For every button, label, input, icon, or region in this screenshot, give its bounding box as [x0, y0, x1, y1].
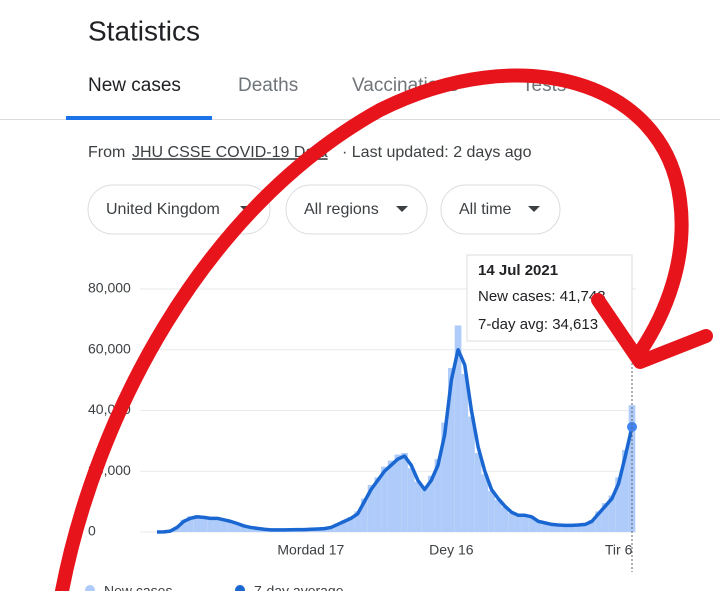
y-tick-label: 60,000: [88, 340, 131, 356]
last-updated: · Last updated: 2 days ago: [342, 144, 532, 161]
title: Statistics: [88, 15, 200, 46]
tooltip-date: 14 Jul 2021: [478, 262, 558, 279]
bar: [427, 475, 435, 532]
dropdown-icon: [528, 206, 540, 212]
bar: [514, 514, 522, 532]
y-tick-label: 0: [88, 523, 96, 539]
hover-point: [627, 421, 637, 432]
legend-swatch: [85, 585, 95, 591]
dropdown-icon: [396, 206, 408, 212]
bar: [227, 521, 234, 532]
legend: New cases 7-day average: [85, 583, 344, 591]
bar: [468, 416, 475, 532]
filter-chip[interactable]: [440, 184, 561, 235]
bar: [501, 507, 509, 532]
bar: [461, 374, 469, 532]
bar: [494, 500, 502, 532]
bar: [361, 498, 368, 532]
y-tick-label: 80,000: [88, 280, 131, 296]
bar: [555, 525, 562, 532]
bar: [180, 519, 188, 532]
bar: [615, 477, 622, 532]
bar: [367, 484, 375, 532]
bar: [588, 520, 596, 532]
bar: [327, 526, 335, 532]
bar: [220, 519, 228, 532]
filter-chip[interactable]: [87, 184, 271, 235]
x-tick-label: Mordad 17: [277, 542, 344, 558]
bar: [207, 518, 214, 532]
bar: [354, 511, 362, 532]
bar: [481, 474, 489, 532]
bar: [561, 525, 569, 532]
bar: [340, 520, 348, 532]
tab[interactable]: Deaths: [238, 75, 298, 96]
bar: [548, 524, 556, 532]
bar: [521, 515, 529, 532]
source-prefix: From: [88, 144, 125, 161]
legend-swatch: [235, 585, 245, 591]
bar: [508, 512, 515, 532]
tooltip-avg: 7-day avg: 34,613: [478, 316, 598, 333]
bar: [381, 466, 388, 532]
x-tick-label: Dey 16: [429, 542, 474, 558]
tooltip-new-cases: New cases: 41,748: [478, 288, 606, 305]
bar: [621, 449, 629, 532]
tab-indicator: [66, 116, 212, 120]
bar: [414, 481, 422, 532]
line: [156, 348, 634, 534]
bar: [434, 459, 442, 532]
annotation-arrowhead: [591, 293, 713, 369]
bar: [401, 453, 408, 532]
bar: [200, 516, 208, 532]
bar: [454, 325, 462, 532]
legend-label: New cases: [104, 583, 172, 591]
bar: [213, 517, 221, 532]
bar: [394, 454, 402, 532]
bar: [374, 477, 382, 532]
bar: [387, 460, 395, 532]
bar: [541, 523, 549, 532]
bar: [193, 514, 201, 532]
x-tick-label: Tir 6: [605, 542, 633, 558]
bar: [187, 516, 194, 532]
bar: [334, 523, 341, 532]
bar: [347, 516, 355, 532]
bar: [448, 367, 455, 532]
bar: [240, 525, 248, 532]
bar: [407, 468, 415, 532]
bar: [441, 422, 449, 532]
bar: [421, 487, 428, 532]
filter-chip[interactable]: [285, 184, 428, 235]
bar: [247, 527, 255, 532]
bar: [534, 521, 542, 532]
filter-label: All time: [459, 201, 512, 218]
bar: [528, 517, 535, 532]
bar: [601, 503, 609, 532]
source-link[interactable]: JHU CSSE COVID-19 Data: [132, 144, 328, 161]
bar: [608, 495, 616, 532]
filter-label: All regions: [304, 201, 379, 218]
bar: [595, 511, 602, 532]
bar: [575, 524, 582, 532]
bar: [581, 523, 589, 532]
bar: [568, 525, 576, 532]
legend-label: 7-day average: [254, 583, 344, 591]
tab[interactable]: New cases: [88, 75, 181, 96]
filter-label: United Kingdom: [106, 201, 220, 218]
bar: [474, 453, 482, 532]
bar: [233, 523, 241, 532]
annotation-arrow: [55, 68, 689, 591]
bar: [488, 490, 495, 532]
